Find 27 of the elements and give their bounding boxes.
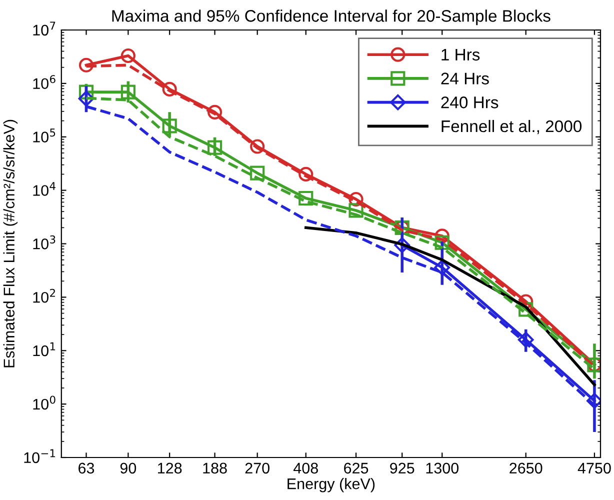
x-tick-label: 1300 [426, 462, 459, 474]
y-tick-label: 10$^{3}$ [33, 235, 56, 250]
x-tick-label: 188 [203, 462, 227, 474]
chart-title: Maxima and 95% Confidence Interval for 20-Sample Blocks [112, 10, 550, 26]
x-tick-label: 925 [390, 462, 414, 474]
y-tick-label: 10$^{6}$ [33, 75, 56, 90]
y-tick-label: 10$^{2}$ [33, 288, 55, 303]
legend-label: 240 Hrs [441, 96, 498, 108]
legend-label: 1 Hrs [442, 48, 480, 61]
y-tick-label: 10$^{7}$ [33, 22, 56, 36]
x-tick-label: 408 [293, 462, 318, 474]
y-tick-label: 10$^{5}$ [33, 128, 56, 142]
y-tick-label: 10$^{4}$ [33, 182, 56, 196]
y-axis-title: Estimated Flux Limit (#/cm²/s/sr/keV) [3, 120, 18, 368]
legend-label: 24 Hrs [441, 72, 489, 84]
x-tick-label: 90 [120, 462, 136, 474]
x-tick-label: 63 [78, 462, 94, 474]
x-tick-label: 2650 [510, 462, 542, 474]
y-tick-label: 10$^{−1}$ [24, 449, 55, 464]
y-tick-label: 10$^{1}$ [33, 342, 56, 356]
x-tick-label: 625 [344, 462, 368, 474]
y-tick-label: 10$^{0}$ [33, 396, 56, 410]
x-axis-title: Energy (keV) [288, 478, 375, 492]
x-tick-label: 128 [158, 462, 182, 474]
legend-label: Fennell et al., 2000 [442, 120, 582, 134]
x-tick-label: 270 [245, 462, 270, 474]
x-tick-label: 4750 [578, 462, 611, 474]
